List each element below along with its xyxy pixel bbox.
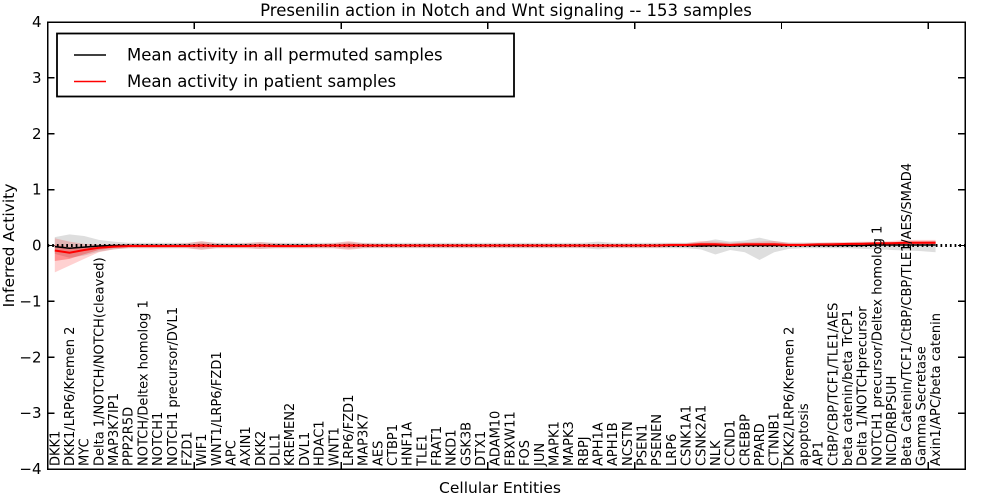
x-category-label: DTX1 <box>474 431 489 466</box>
y-tick-label: 0 <box>32 237 42 255</box>
x-category-label: APH1B <box>606 422 621 466</box>
x-category-label: DKK2/LRP6/Kremen 2 <box>782 327 797 466</box>
y-tick-label: 1 <box>32 181 42 199</box>
x-category-label: DLL1 <box>269 433 284 466</box>
x-category-label: CREBBP <box>738 414 753 466</box>
x-category-label: TLE1 <box>415 434 430 467</box>
x-category-label: DKK2 <box>254 431 269 466</box>
x-category-label: NLK <box>709 440 724 466</box>
x-category-label: KREMEN2 <box>283 403 298 466</box>
x-category-label: MYC <box>78 438 93 466</box>
x-category-label: FOS <box>518 440 533 466</box>
y-tick-label: 4 <box>32 13 42 31</box>
x-category-label: PSEN1 <box>636 424 651 466</box>
x-category-label: Delta 1/NOTCHprecursor <box>856 306 871 466</box>
x-category-label: apoptosis <box>797 403 812 466</box>
x-category-label: FZD1 <box>181 431 196 466</box>
x-category-label: NOTCH1 <box>151 412 166 466</box>
chart-title: Presenilin action in Notch and Wnt signa… <box>260 1 752 20</box>
x-category-label: NOTCH1 precursor/DVL1 <box>166 307 181 466</box>
line-patient-mean <box>54 241 936 254</box>
y-tick-label: −4 <box>19 460 41 478</box>
x-category-label: PPP2R5D <box>122 407 137 466</box>
legend-label-permuted: Mean activity in all permuted samples <box>127 46 443 65</box>
y-tick-label: −2 <box>19 348 41 366</box>
y-tick-label: 3 <box>32 69 42 87</box>
x-category-label: CSNK2A1 <box>694 405 709 466</box>
x-category-label: ADAM10 <box>489 411 504 466</box>
x-category-label: GSK3B <box>459 422 474 466</box>
x-category-label: Delta 1/NOTCH/NOTCH(cleaved) <box>92 257 107 466</box>
x-category-label: FRAT1 <box>430 426 445 466</box>
x-category-label: CSNK1A1 <box>680 405 695 466</box>
x-category-label: beta catenin/beta TrCP1 <box>841 310 856 466</box>
x-category-label: PSENEN <box>650 414 665 466</box>
x-category-label: AP1 <box>812 441 827 466</box>
legend-label-patient: Mean activity in patient samples <box>127 72 396 91</box>
x-category-label: MAPK3 <box>562 421 577 466</box>
x-category-label: AXIN1 <box>239 426 254 466</box>
x-category-label: DKK1/LRP6/Kremen 2 <box>63 327 78 466</box>
x-category-label: HDAC1 <box>313 420 328 466</box>
x-category-label: Gamma Secretase <box>915 346 930 466</box>
legend: Mean activity in all permuted samples Me… <box>56 32 515 98</box>
x-category-label: NOTCH1 precursor/Deltex homolog 1 <box>870 226 885 466</box>
x-category-label: MAPK1 <box>548 421 563 466</box>
x-category-label: NOTCH/Deltex homolog 1 <box>136 300 151 466</box>
y-tick-label: −3 <box>19 404 41 422</box>
x-category-label: WNT1 <box>327 427 342 466</box>
x-category-label: JUN <box>533 443 548 467</box>
x-category-label: RBPJ <box>577 436 592 466</box>
y-tick-label: 2 <box>32 125 42 143</box>
x-category-label: AES <box>371 441 386 466</box>
x-category-label: HNF1A <box>401 422 416 466</box>
x-category-label: APH1A <box>592 422 607 466</box>
x-category-label: LRP6/FZD1 <box>342 395 357 466</box>
plot-border <box>46 21 966 470</box>
x-category-label: Beta Catenin/TCF1/CtBP/CBP/TLE1/AES/SMAD… <box>900 163 915 466</box>
x-category-label: CTBP1 <box>386 424 401 466</box>
x-axis-label: Cellular Entities <box>439 479 561 497</box>
x-category-label: CtBP/CBP/TCF1/TLE1/AES <box>826 303 841 466</box>
x-category-label: MAP3K7IP1 <box>107 393 122 466</box>
y-tick-label: −1 <box>19 292 41 310</box>
y-axis-label: Inferred Activity <box>0 184 18 308</box>
x-category-label: MAP3K7 <box>357 413 372 466</box>
x-category-label: WIF1 <box>195 434 210 466</box>
x-category-label: WNT1/LRP6/FZD1 <box>210 351 225 466</box>
legend-box <box>56 32 515 98</box>
x-category-label: CTNNB1 <box>768 412 783 466</box>
x-category-label: FBXW11 <box>503 411 518 466</box>
x-category-label: NCSTN <box>621 421 636 466</box>
x-category-label: Axin1/APC/beta catenin <box>929 313 944 466</box>
x-category-label: DKK1 <box>48 431 63 466</box>
x-category-label: NKD1 <box>445 429 460 466</box>
x-category-label: CCND1 <box>724 420 739 466</box>
x-category-label: PPARD <box>753 423 768 466</box>
x-category-label: NICD/RBPSUH <box>885 376 900 466</box>
x-category-label: LRP6 <box>665 434 680 466</box>
x-category-label: DVL1 <box>298 432 313 466</box>
x-category-label: APC <box>225 440 240 466</box>
band-permuted <box>54 234 936 261</box>
